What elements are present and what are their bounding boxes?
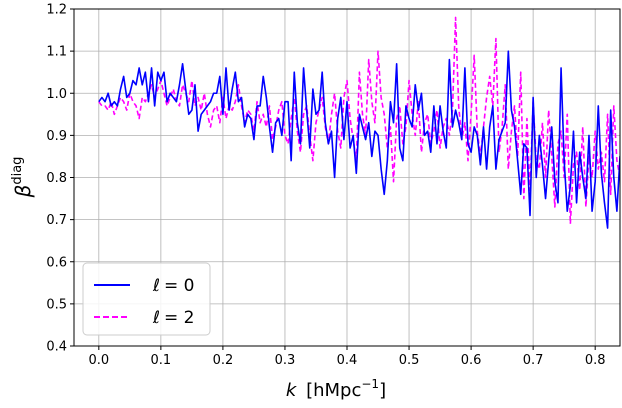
x-axis-unit: [hMpc bbox=[306, 380, 361, 401]
y-tick-label: 0.8 bbox=[46, 171, 67, 186]
y-tick-label: 0.7 bbox=[46, 213, 67, 228]
legend-value-l2: = 2 bbox=[164, 308, 194, 328]
legend-value-l0: = 0 bbox=[164, 276, 194, 296]
x-axis-unit-close: ] bbox=[379, 380, 386, 401]
y-tick-label: 1.0 bbox=[46, 87, 67, 102]
x-tick-label: 0.5 bbox=[399, 353, 420, 368]
x-tick-label: 0.4 bbox=[337, 353, 358, 368]
y-tick-label: 1.2 bbox=[46, 3, 67, 18]
tick-labels: 0.0 0.1 0.2 0.3 0.4 0.5 0.6 0.7 0.8 0.4 0.5 0.6 0.7 0… bbox=[46, 3, 605, 369]
x-axis-unit-exponent: −1 bbox=[361, 377, 379, 391]
legend-symbol-l0: ℓ bbox=[152, 276, 160, 296]
y-tick-label: 1.1 bbox=[46, 45, 67, 60]
x-axis-label: k [hMpc−1] bbox=[286, 377, 386, 401]
legend-symbol-l2: ℓ bbox=[152, 308, 160, 328]
x-tick-label: 0.8 bbox=[585, 353, 606, 368]
x-tick-label: 0.6 bbox=[461, 353, 482, 368]
x-tick-label: 0.1 bbox=[151, 353, 172, 368]
y-tick-label: 0.6 bbox=[46, 255, 67, 270]
series-line-l2 bbox=[98, 16, 620, 225]
legend-label-l0: ℓ = 0 bbox=[152, 276, 195, 296]
x-tick-label: 0.2 bbox=[213, 353, 234, 368]
y-axis-label: βdiag bbox=[10, 157, 35, 199]
x-axis-symbol: k bbox=[286, 380, 298, 401]
legend-label-l2: ℓ = 2 bbox=[152, 308, 195, 328]
x-tick-label: 0.3 bbox=[275, 353, 296, 368]
x-tick-label: 0.0 bbox=[88, 353, 109, 368]
y-tick-label: 0.9 bbox=[46, 129, 67, 144]
x-tick-label: 0.7 bbox=[523, 353, 544, 368]
y-axis-symbol: β bbox=[11, 184, 35, 198]
y-tick-label: 0.4 bbox=[46, 340, 67, 355]
ticks bbox=[70, 8, 596, 350]
series-line-l0 bbox=[98, 50, 620, 229]
series-layer bbox=[98, 16, 620, 229]
legend: ℓ = 0 ℓ = 2 bbox=[82, 262, 211, 336]
y-axis-superscript: diag bbox=[10, 157, 25, 185]
y-tick-label: 0.5 bbox=[46, 297, 67, 312]
